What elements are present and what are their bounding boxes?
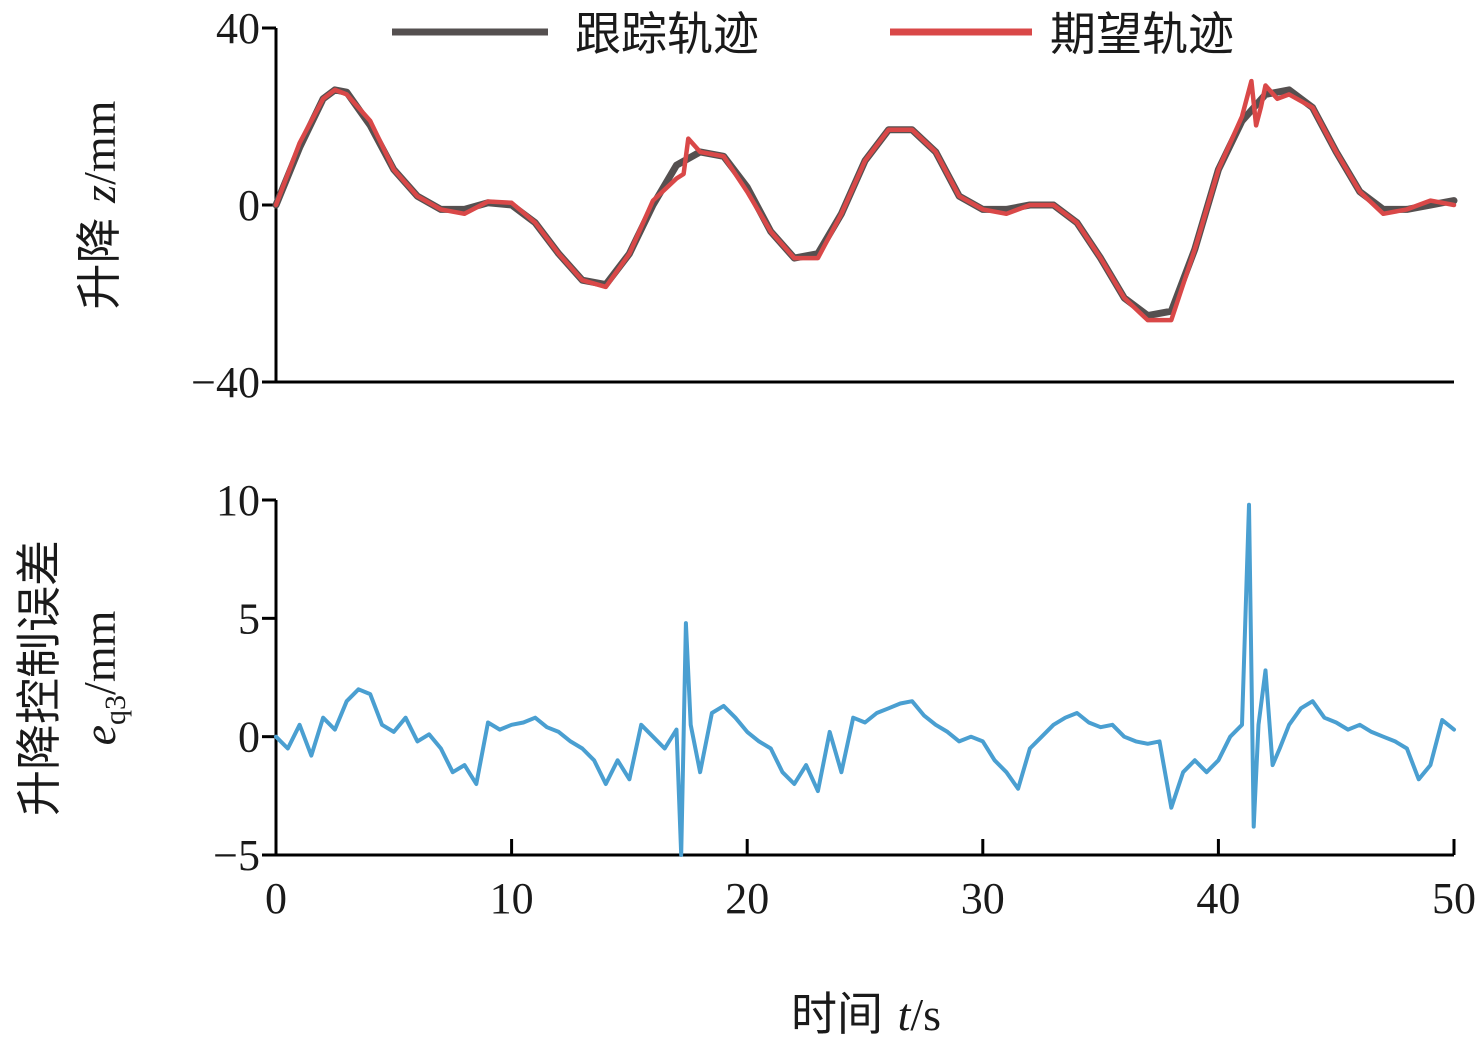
xtick-label: 50 xyxy=(1432,874,1476,923)
bottom-ytick-label: 5 xyxy=(238,594,260,643)
xlabel: 时间 t/s xyxy=(791,987,941,1041)
xtick-label: 0 xyxy=(265,874,287,923)
xtick-label: 40 xyxy=(1196,874,1240,923)
xtick-label: 30 xyxy=(961,874,1005,923)
legend-label-desired: 期望轨迹 xyxy=(1050,7,1234,61)
top-ytick-label: 0 xyxy=(238,181,260,230)
bottom-ylabel-line1: 升降控制误差 xyxy=(12,540,66,816)
xtick-label: 10 xyxy=(490,874,534,923)
legend: 跟踪轨迹 期望轨迹 xyxy=(392,7,1234,61)
legend-label-tracking: 跟踪轨迹 xyxy=(575,7,759,61)
bottom-ytick-label: 0 xyxy=(238,713,260,762)
series-line-tracking xyxy=(272,86,1458,320)
top-ylabel: 升降 z/mm xyxy=(72,100,126,309)
xtick-label: 20 xyxy=(725,874,769,923)
bottom-ytick-label: 10 xyxy=(216,476,260,525)
top-ytick-label: −40 xyxy=(191,358,260,407)
top-ytick-label: 40 xyxy=(216,4,260,53)
top-panel: 40 0 −40 升降 z/mm 跟踪轨迹 期望轨迹 xyxy=(72,4,1458,407)
bottom-ytick-label: −5 xyxy=(213,831,260,880)
series-line-error xyxy=(274,502,1456,857)
series-line-desired xyxy=(273,78,1457,323)
bottom-ylabel-line2: eq3/mm xyxy=(74,610,132,745)
